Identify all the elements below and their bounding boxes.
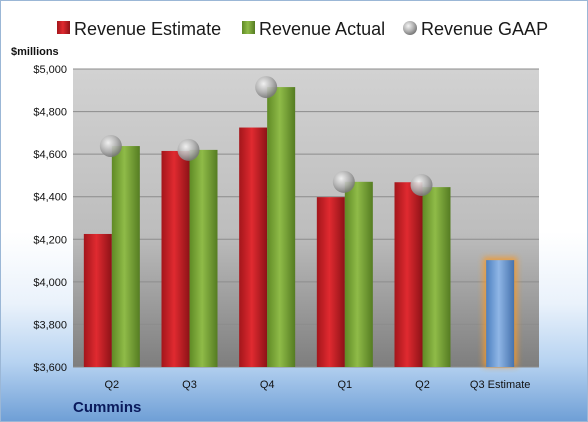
bar-revenue-estimate — [394, 182, 423, 367]
bar-revenue-estimate — [161, 150, 190, 367]
y-axis-ticks: $3,600 $3,800 $4,000 $4,200 $4,400 $4,600 $4,8… — [33, 64, 67, 374]
x-tick-label: Q2 — [415, 379, 430, 391]
y-tick-label: $3,600 — [33, 362, 67, 374]
legend-estimate-swatch — [57, 21, 70, 34]
y-tick-label: $3,800 — [33, 319, 67, 331]
gaap-marker — [255, 76, 278, 99]
x-tick-label: Q2 — [104, 379, 119, 391]
bar-revenue-estimate — [239, 127, 268, 368]
y-tick-label: $4,000 — [33, 277, 67, 289]
x-tick-label: Q1 — [337, 379, 352, 391]
y-tick-label: $4,200 — [33, 234, 67, 246]
gridlines — [73, 68, 539, 368]
legend-actual-swatch — [242, 21, 255, 34]
bar-revenue-actual — [344, 181, 373, 367]
bar-revenue-actual — [111, 146, 140, 367]
bar-revenue-actual — [422, 187, 451, 367]
gaap-marker — [177, 138, 200, 161]
gaap-markers — [99, 76, 433, 197]
y-tick-label: $4,400 — [33, 192, 67, 204]
x-tick-label: Q4 — [260, 379, 275, 391]
x-axis-ticks: Q2 Q3 Q4 Q1 Q2 Q3 Estimate — [104, 379, 530, 391]
legend-gaap-marker — [403, 21, 417, 35]
y-axis-unit-label: $millions — [11, 46, 59, 58]
bar-revenue-estimate-upcoming — [486, 260, 515, 367]
company-name: Cummins — [73, 399, 141, 416]
bars — [83, 87, 518, 368]
x-tick-label: Q3 Estimate — [470, 379, 531, 391]
bar-revenue-actual — [267, 87, 296, 367]
plot-area — [73, 69, 539, 367]
y-tick-label: $5,000 — [33, 64, 67, 76]
legend: Revenue Estimate Revenue Actual Revenue … — [57, 19, 548, 39]
bar-revenue-estimate — [316, 197, 345, 367]
gaap-marker — [99, 135, 122, 158]
x-tick-label: Q3 — [182, 379, 197, 391]
gaap-marker — [332, 170, 355, 193]
legend-estimate-label: Revenue Estimate — [74, 19, 221, 39]
y-tick-label: $4,600 — [33, 149, 67, 161]
legend-actual-label: Revenue Actual — [259, 19, 385, 39]
legend-gaap-label: Revenue GAAP — [421, 19, 548, 39]
bar-revenue-estimate — [83, 233, 112, 367]
y-tick-label: $4,800 — [33, 107, 67, 119]
bar-revenue-actual — [189, 149, 218, 367]
gaap-marker — [410, 174, 433, 197]
